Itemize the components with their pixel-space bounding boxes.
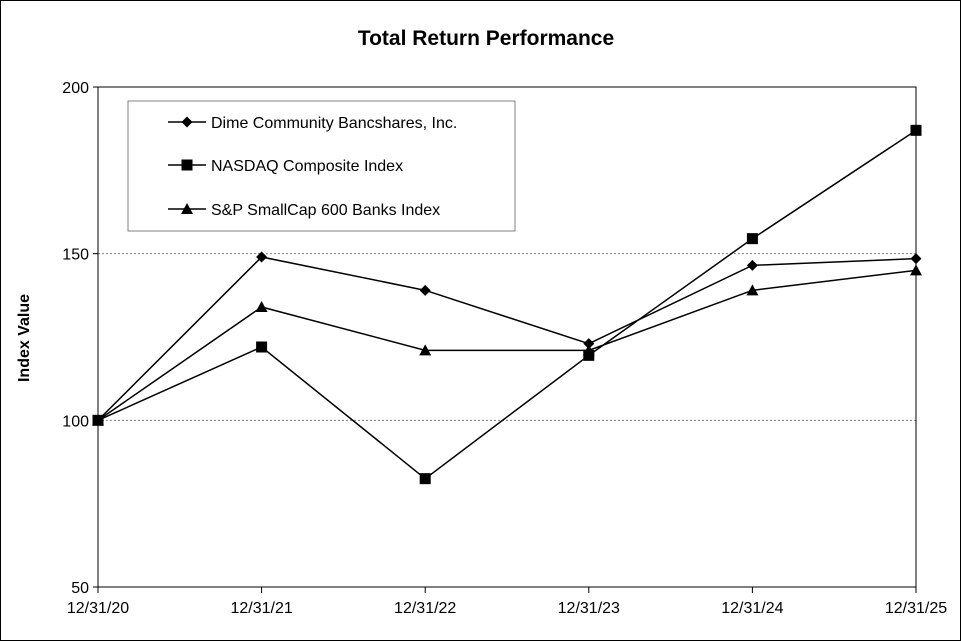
legend-label: NASDAQ Composite Index bbox=[211, 158, 403, 175]
diamond-marker bbox=[181, 116, 193, 128]
y-axis-title: Index Value bbox=[16, 294, 33, 382]
triangle-marker bbox=[181, 203, 193, 214]
legend-item: S&P SmallCap 600 Banks Index bbox=[168, 202, 440, 219]
x-tick-label: 12/31/23 bbox=[558, 600, 620, 617]
triangle-marker bbox=[582, 344, 595, 356]
series-layer bbox=[92, 124, 922, 485]
x-tick-label: 12/31/22 bbox=[394, 600, 456, 617]
legend-item: NASDAQ Composite Index bbox=[168, 158, 403, 175]
triangle-marker bbox=[255, 301, 268, 312]
series-line bbox=[97, 269, 917, 421]
series-diamond bbox=[92, 251, 922, 426]
diamond-marker bbox=[256, 251, 268, 263]
legend: Dime Community Bancshares, Inc. NASDAQ Co… bbox=[127, 100, 516, 232]
diamond-marker bbox=[419, 284, 431, 296]
square-marker bbox=[419, 473, 431, 485]
x-tick-label: 12/31/24 bbox=[721, 600, 783, 617]
grid-layer bbox=[98, 253, 916, 421]
square-marker bbox=[746, 233, 758, 245]
legend-label: S&P SmallCap 600 Banks Index bbox=[211, 202, 440, 219]
y-tick-label: 100 bbox=[62, 413, 89, 430]
chart-title: Total Return Performance bbox=[358, 27, 614, 50]
y-tick-label: 200 bbox=[62, 80, 89, 97]
x-tick-label: 12/31/25 bbox=[885, 600, 947, 617]
square-marker bbox=[910, 124, 922, 136]
diamond-marker bbox=[910, 253, 922, 265]
diamond-marker bbox=[583, 338, 595, 350]
series-triangle bbox=[92, 264, 922, 426]
triangle-marker bbox=[910, 264, 922, 276]
triangle-marker bbox=[746, 284, 759, 296]
triangle-marker bbox=[92, 414, 104, 426]
legend-label: Dime Community Bancshares, Inc. bbox=[211, 115, 457, 132]
x-tick-label: 12/31/20 bbox=[67, 600, 129, 617]
series-line bbox=[97, 256, 917, 421]
square-marker bbox=[181, 159, 193, 171]
series-line bbox=[97, 129, 917, 480]
plot-area-border bbox=[97, 86, 917, 588]
y-tick-label: 150 bbox=[62, 247, 89, 264]
y-tick-label: 50 bbox=[71, 580, 89, 597]
legend-item: Dime Community Bancshares, Inc. bbox=[168, 115, 457, 132]
square-marker bbox=[256, 341, 268, 353]
x-tick-label: 12/31/21 bbox=[230, 600, 292, 617]
tick-labels: 50 100 150 200 12/31/20 12/31/21 12/31/22 12/31… bbox=[62, 80, 947, 617]
diamond-marker bbox=[746, 259, 758, 271]
triangle-marker bbox=[419, 344, 432, 356]
